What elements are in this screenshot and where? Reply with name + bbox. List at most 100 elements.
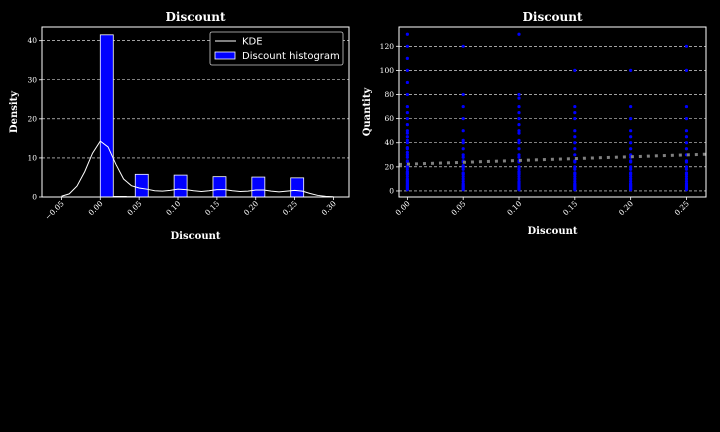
scatter-point [629,117,633,121]
legend-histogram-swatch [214,51,236,60]
scatter-point [405,170,409,174]
scatter-point [461,92,465,97]
scatter-point [573,165,577,169]
scatter-point [517,170,521,174]
scatter-point [517,123,521,127]
scatter-point [573,179,577,183]
scatter-point [573,182,577,186]
scatter-point [684,174,689,179]
scatter-point [684,179,689,183]
scatter-point [684,182,689,186]
scatter-point [684,117,689,121]
scatter-point [629,104,633,109]
scatter-point [684,129,689,133]
scatter-point [517,174,521,179]
scatter-point [461,174,465,179]
scatter-point [461,141,465,145]
histogram-y-tick-label: 0 [32,193,37,202]
scatter-point [405,32,409,36]
scatter-point [684,141,689,145]
scatter-point [405,131,409,135]
histogram-bar [212,176,227,198]
scatter-point [461,182,465,186]
histogram-bar [99,34,114,198]
scatter-point [405,56,409,60]
scatter-point [573,129,577,133]
scatter-point [405,141,409,145]
histogram-y-label: Density [9,90,20,133]
scatter-point [517,141,521,145]
histogram-bar [134,173,149,198]
histogram-y-tick-label: 10 [27,153,37,162]
scatter-point [573,174,577,179]
scatter-point [405,123,409,127]
scatter-point [573,117,577,121]
legend-box [209,31,344,66]
scatter-y-ticks: 0 20 40 60 80 100 120 [380,42,399,195]
scatter-point [629,141,633,145]
histogram-title: Discount [165,10,225,24]
legend-kde-label: KDE [242,37,263,48]
scatter-y-tick-label: 60 [384,114,394,123]
scatter-point [405,68,409,73]
scatter-point [405,44,409,48]
scatter-point [629,179,633,183]
scatter-point [405,111,409,115]
scatter-point [684,177,689,181]
histogram-bar [290,177,305,198]
scatter-point [461,155,465,159]
scatter-point [461,117,465,121]
histogram-y-ticks: 0 10 20 30 40 [27,36,42,202]
scatter-point [517,155,521,159]
scatter-point [517,111,521,115]
scatter-point [629,182,633,186]
scatter-axes-frame [398,26,707,198]
scatter-point [573,153,577,157]
scatter-point [517,117,521,121]
scatter-point [517,179,521,183]
scatter-y-tick-label: 40 [384,138,394,147]
scatter-point [461,171,465,175]
scatter-point [461,147,465,151]
scatter-y-tick-label: 120 [380,42,395,51]
scatter-point [461,167,465,171]
scatter-point [629,165,633,169]
scatter-point [629,159,633,163]
scatter-point [573,141,577,145]
scatter-y-tick-label: 0 [389,186,394,195]
scatter-point [517,92,521,97]
scatter-trend [398,152,707,166]
scatter-point [405,145,409,150]
scatter-point [405,92,409,97]
scatter-point [629,174,633,179]
scatter-point [684,165,689,169]
histogram-bar [251,176,266,198]
scatter-points [405,32,689,192]
scatter-point [573,111,577,115]
scatter-y-tick-label: 20 [384,162,394,171]
scatter-point [517,147,521,151]
scatter-point [517,131,521,135]
scatter-point [629,167,633,171]
scatter-point [517,96,521,100]
scatter-point [461,129,465,133]
scatter-point [405,153,409,157]
scatter-point [629,177,633,181]
scatter-y-label: Quantity [362,87,373,137]
scatter-point [405,155,409,159]
scatter-point [405,80,409,85]
scatter-point [461,138,465,142]
scatter-point [684,147,689,151]
scatter-point [517,32,521,36]
scatter-point [684,104,689,109]
kde-line [61,140,334,198]
scatter-point [405,129,409,133]
scatter-point [517,177,521,181]
scatter-point [517,167,521,171]
scatter-y-tick-label: 100 [380,66,395,75]
scatter-point [684,135,689,139]
scatter-point [629,147,633,151]
scatter-point [405,135,409,139]
